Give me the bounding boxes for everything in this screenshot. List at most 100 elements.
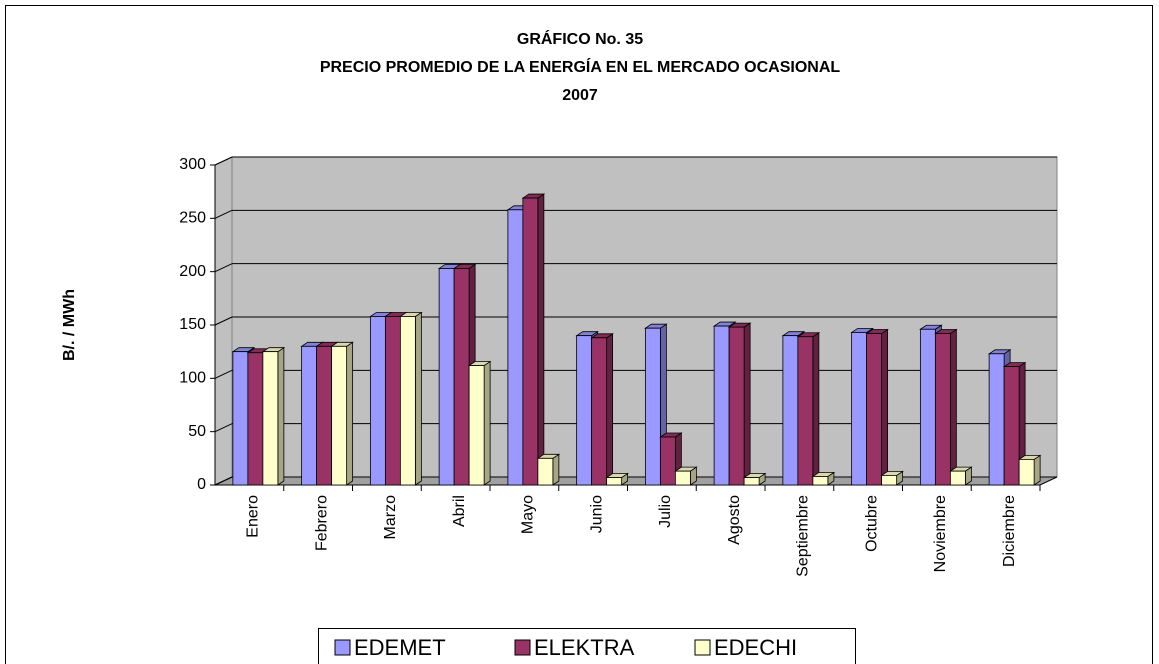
bar-top-shade [232,347,254,352]
bar [1018,458,1035,486]
bar-side-shade [621,473,628,485]
bar-side-shade [484,361,491,485]
bar [507,209,524,486]
y-tick-label: 300 [179,156,206,173]
x-tick-label: Febrero [313,495,330,551]
bar-top-shade [469,361,491,366]
bar-top-shade [576,331,598,336]
bar [384,316,401,486]
y-tick-label: 200 [179,263,206,280]
bar [851,332,868,486]
legend-swatch [334,639,351,656]
bar [674,470,691,486]
legend-label: EDECHI [714,635,797,660]
bar-top-shade [316,342,338,347]
y-tick-label: 100 [179,370,206,387]
bar [934,333,951,486]
bar [919,328,936,486]
x-tick-label: Septiembre [795,495,812,577]
bar [576,335,593,486]
bar-top-shade [454,264,476,269]
bar-top-shade [1004,362,1026,367]
bar-top-shade [866,329,888,334]
bar-top-shade [385,312,407,317]
bar-top-shade [591,333,613,338]
bar-top-shade [537,454,559,459]
x-tick-label: Noviembre [932,495,949,572]
bar-side-shade [1019,362,1026,485]
bar-top-shade [301,342,323,347]
y-axis-label: B/. / MWh [61,289,78,361]
bar-top-shade [729,323,751,328]
bar-top-shade [660,433,682,437]
bar [331,345,348,486]
y-tick-label: 0 [197,476,206,493]
bar [369,316,386,486]
grid-line [214,263,233,273]
bar [644,327,661,486]
grid-line [214,476,233,486]
bar-top-shade [950,467,972,472]
bar-top-shade [714,322,736,327]
x-tick-label: Abril [451,495,468,527]
bar [881,474,898,486]
bar [316,345,333,486]
bar-top-shade [370,312,392,317]
bar [713,325,730,486]
bar [606,477,623,486]
y-tick-label: 150 [179,316,206,333]
y-tick-label: 50 [188,423,206,440]
bar [866,333,883,486]
bar [301,345,318,486]
bar [782,335,799,486]
bar [988,353,1005,486]
bar-side-shade [277,347,284,485]
x-tick-label: Junio [588,495,605,533]
x-tick-label: Diciembre [1001,495,1018,567]
bar-side-shade [812,332,819,485]
bar-side-shade [744,323,751,485]
bar-side-shade [537,194,544,486]
bar [262,351,279,486]
bar-side-shade [690,467,697,485]
legend-swatch [694,639,711,656]
bar-side-shade [759,473,766,485]
bar-top-shade [812,472,834,477]
bar [743,477,760,486]
grid-line [214,423,233,433]
bar [232,351,249,486]
bar-top-shade [675,467,697,472]
bar-side-shade [881,329,888,485]
x-tick-label: Octubre [863,495,880,552]
legend-label: EDEMET [354,635,446,660]
chart-title: 2007 [562,87,598,104]
bar-top-shade [606,473,628,478]
grid-line [214,316,233,326]
bar [522,197,539,486]
grid-line [214,156,233,166]
grid-line [214,209,233,219]
bar-top-shade [989,349,1011,354]
legend-box [318,628,856,664]
chart-title: GRÁFICO No. 35 [517,29,643,48]
bar-top-shade [439,264,461,269]
x-tick-label: Agosto [726,495,743,545]
bar-top-shade [331,342,353,347]
bar-top-shade [881,471,903,476]
bar [468,365,485,486]
bar [247,352,264,486]
x-tick-label: Enero [245,495,262,538]
legend-label: ELEKTRA [534,635,635,660]
bar [537,457,554,486]
bar [438,268,455,486]
chart-title: PRECIO PROMEDIO DE LA ENERGÍA EN EL MERC… [320,57,841,76]
bar-top-shade [645,324,667,329]
bar-side-shade [950,329,957,485]
bar [453,268,470,486]
x-tick-label: Julio [657,495,674,528]
bar [659,436,676,486]
bar [728,326,745,486]
bar-top-shade [797,332,819,337]
grid-line [214,369,233,379]
